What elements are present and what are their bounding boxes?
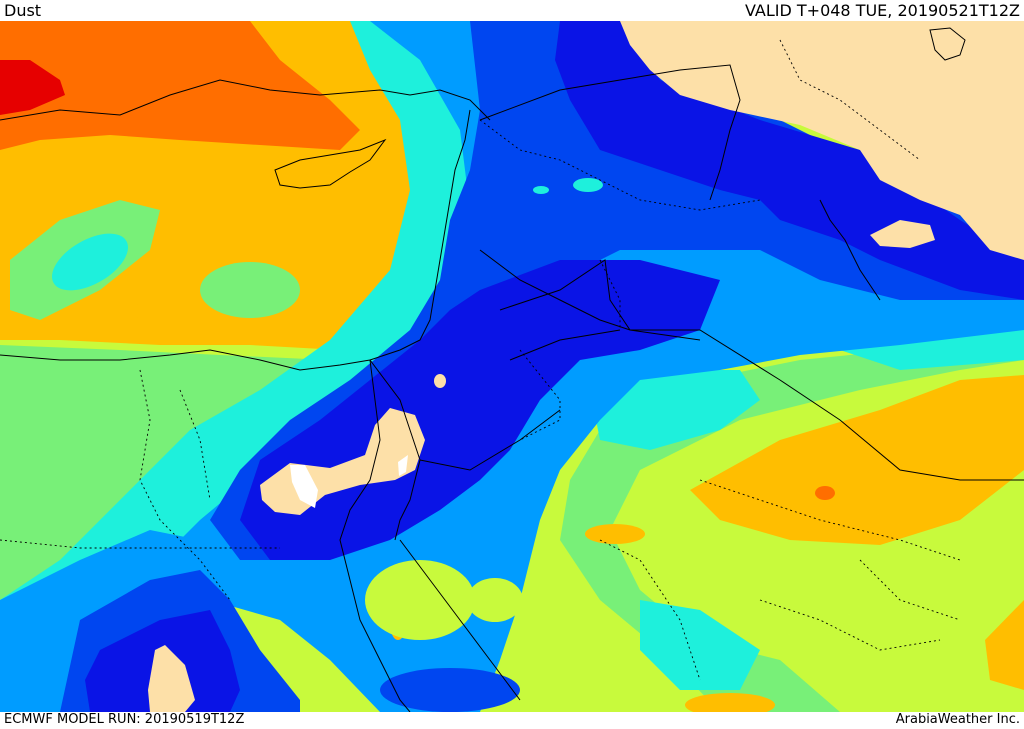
border-sinai [419,409,561,471]
field-yellow-south [365,560,475,640]
field-white-center-2 [398,455,408,476]
borders [0,39,961,681]
field-orange-east-dot [815,486,835,500]
field-cyan-nw [52,233,128,291]
coast-cyprus [274,138,387,189]
coast-arabia [479,249,1024,481]
field-orange-yellow-east [690,375,1024,545]
field-blue-dark-s [380,668,520,712]
coastlines [0,27,1024,712]
border-8 [859,559,961,621]
coast-levant [369,109,471,361]
field-yellow-south-2 [467,578,523,622]
field-cyan-se [640,600,760,690]
coast-persian-gulf [819,199,881,301]
field-orange-yellow-se [985,600,1024,690]
field-orange-nw [0,21,360,150]
field-beige-dot [434,374,446,388]
field-beige-ne [620,21,1024,260]
coast-red-sea-east [399,539,521,701]
dust-map-svg [0,21,1024,712]
field-orange-yellow-s [685,693,775,712]
border-5 [699,479,961,561]
border-11 [779,39,921,161]
border-3 [519,349,561,441]
field-beige-ne-2 [870,220,935,248]
credit: ArabiaWeather Inc. [895,712,1020,727]
field-green-nw-2 [200,262,300,318]
border-jordan-iraq [499,259,701,341]
coast-caspian [929,27,966,61]
title-bar: Dust VALID T+048 TUE, 20190521T12Z [0,0,1024,21]
field-cyan-dot-2 [533,186,549,194]
coast-egypt [0,349,371,371]
field-orange-yellow-dot [131,304,141,318]
dust-map [0,21,1024,712]
footer-bar: ECMWF MODEL RUN: 20190519T12Z ArabiaWeat… [0,712,1024,729]
field-white-center [290,465,318,508]
coast-turkey [0,79,491,121]
field-red-nw [0,60,65,115]
border-egypt-israel [369,359,421,461]
field-name: Dust [4,1,42,20]
border-saudi [509,329,621,361]
valid-time: VALID T+048 TUE, 20190521T12Z [744,1,1020,20]
model-run: ECMWF MODEL RUN: 20190519T12Z [4,712,245,727]
solid-borders [369,64,741,471]
border-9 [0,539,280,549]
border-1 [479,119,761,211]
coast-gulf-aqaba [394,459,421,541]
coast-gulf-suez [339,359,411,712]
border-7 [759,599,941,651]
border-6 [599,539,701,681]
field-beige-sw [148,645,195,712]
field-cyan-band [0,21,480,712]
border-4 [139,369,231,601]
field-cyan-east [590,370,760,450]
field-cyan-dot-1 [573,178,603,192]
border-syria [479,64,741,201]
field-orange-yellow-east-2 [585,524,645,544]
